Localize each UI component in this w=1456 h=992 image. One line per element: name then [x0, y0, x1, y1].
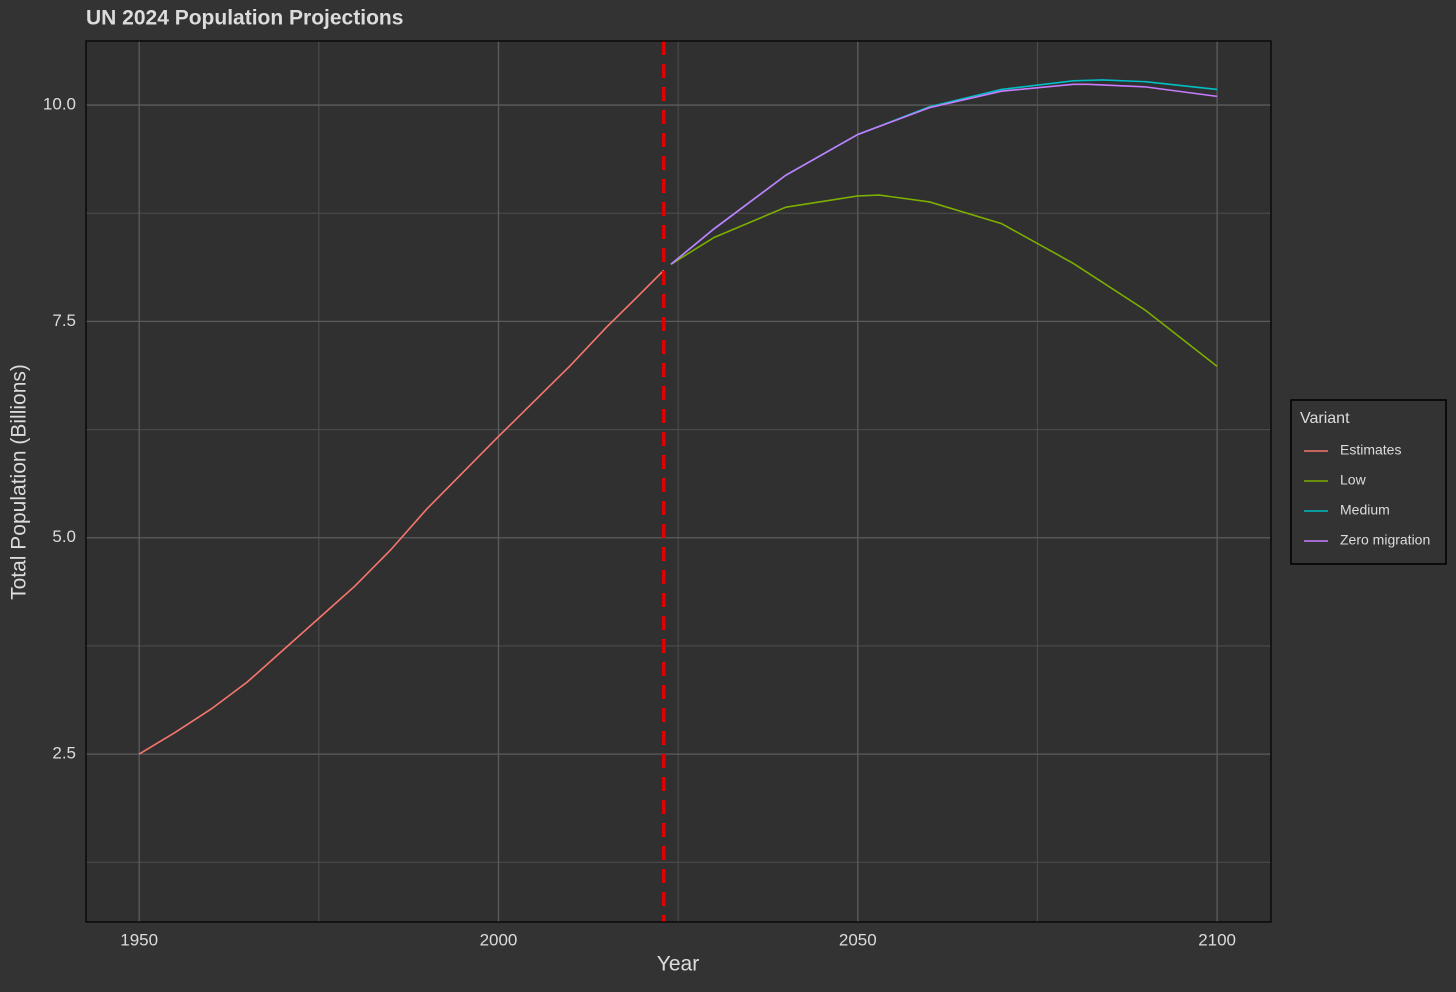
marks: [138, 41, 1218, 922]
y-tick-label: 5.0: [52, 527, 76, 546]
series-line: [670, 194, 1218, 368]
y-tick-label: 10.0: [43, 95, 76, 114]
chart-title: UN 2024 Population Projections: [86, 7, 403, 30]
series-line: [138, 269, 665, 755]
x-tick-label: 2100: [1198, 930, 1236, 949]
legend-label: Medium: [1340, 502, 1390, 518]
y-tick-label: 2.5: [52, 744, 76, 763]
grid: [86, 41, 1271, 922]
x-axis-title: Year: [657, 953, 699, 976]
y-tick-label: 7.5: [52, 311, 76, 330]
legend-label: Low: [1340, 472, 1367, 488]
legend-title: Variant: [1300, 410, 1350, 427]
legend-label: Zero migration: [1340, 532, 1430, 548]
panel-border: [85, 40, 1272, 923]
legend-box: [1290, 399, 1447, 565]
x-tick-label: 2000: [480, 930, 518, 949]
y-axis-title: Total Population (Billions): [8, 364, 31, 600]
series-line: [670, 83, 1218, 265]
x-tick-label: 2050: [839, 930, 877, 949]
x-tick-label: 1950: [120, 930, 158, 949]
legend-label: Estimates: [1340, 442, 1401, 458]
legend: Variant Estimates Low Medium Zero migration: [1290, 399, 1447, 565]
